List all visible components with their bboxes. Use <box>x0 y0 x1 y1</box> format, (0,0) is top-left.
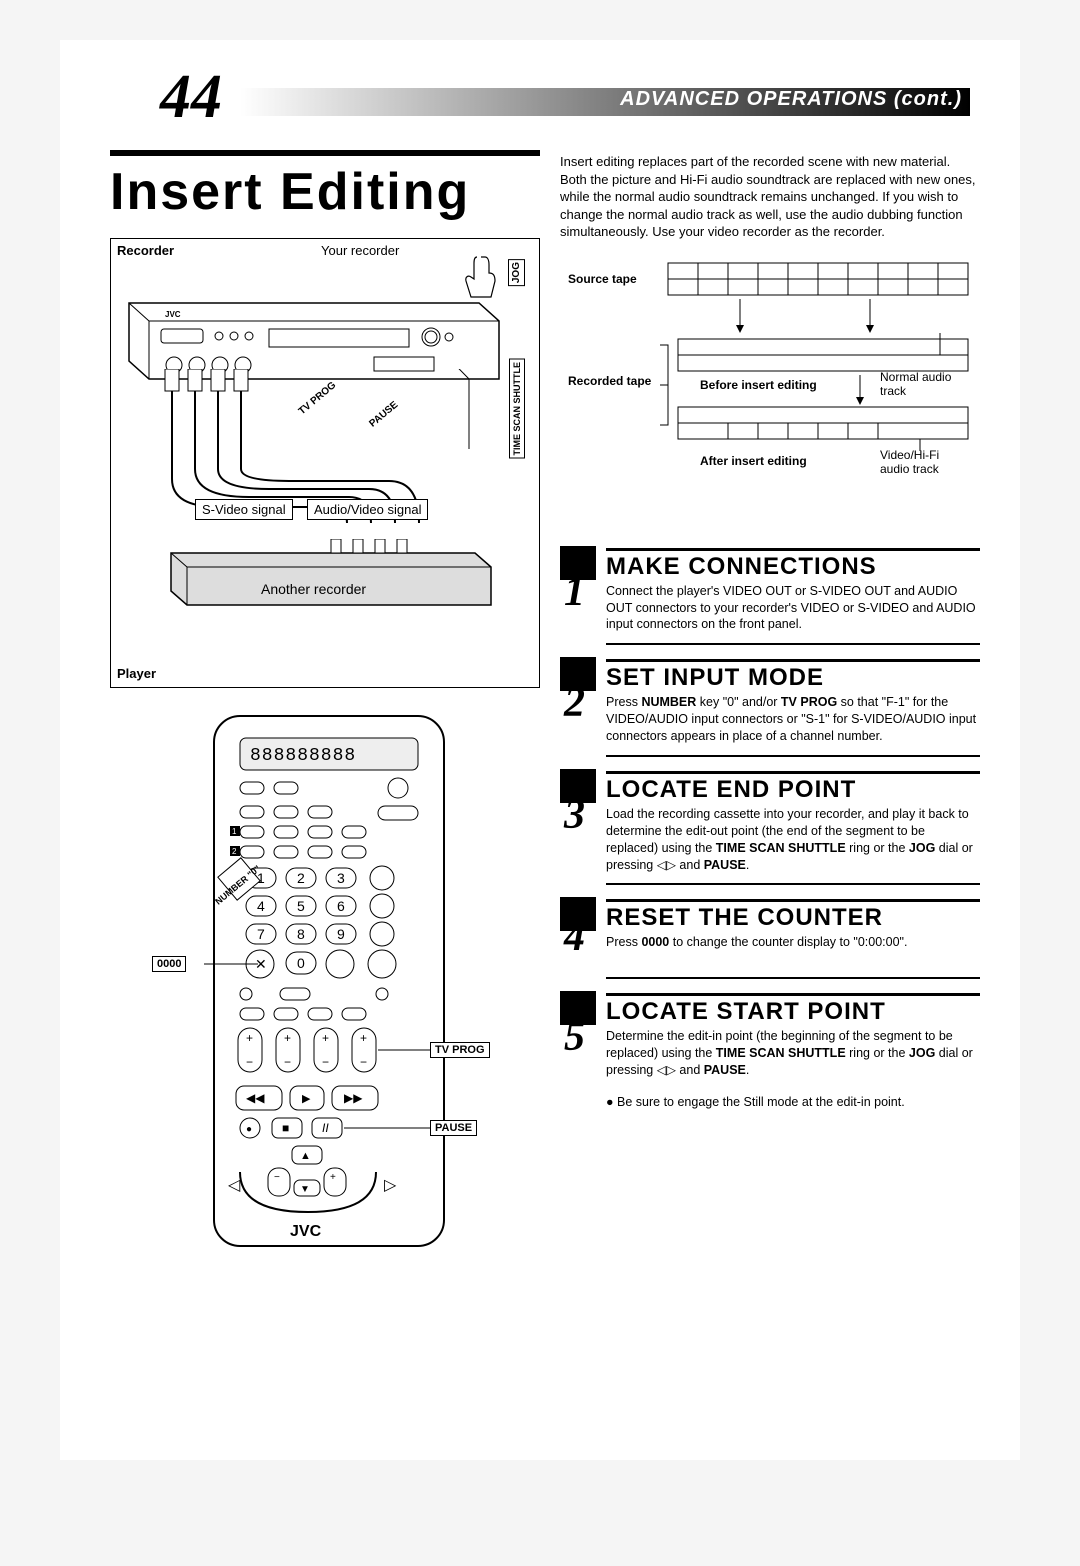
another-recorder-label: Another recorder <box>261 581 366 597</box>
recorder-label: Recorder <box>117 243 174 258</box>
step-body: Connect the player's VIDEO OUT or S-VIDE… <box>606 583 980 646</box>
svg-text:5: 5 <box>297 898 305 914</box>
svg-text:+: + <box>322 1031 329 1045</box>
step-number: 1 <box>564 568 585 616</box>
svg-text:▷: ▷ <box>384 1177 397 1194</box>
remote-illustration: 888888888 1 2 <box>190 712 520 1252</box>
svg-text:JVC: JVC <box>165 310 181 319</box>
svg-text:+: + <box>360 1031 367 1045</box>
tape-diagram: Source tape Recorded tape <box>560 255 980 520</box>
player-label: Player <box>117 666 156 681</box>
svg-text:+: + <box>330 1172 336 1183</box>
svg-text:0: 0 <box>297 955 305 971</box>
svg-text:7: 7 <box>257 926 265 942</box>
remote-pause-callout: PAUSE <box>430 1120 477 1136</box>
svg-text:−: − <box>246 1055 253 1069</box>
svg-text:●: ● <box>246 1124 252 1135</box>
svg-text:After insert editing: After insert editing <box>700 454 807 468</box>
svideo-label: S-Video signal <box>195 499 293 520</box>
svg-text:−: − <box>360 1055 367 1069</box>
remote-tvprog-callout: TV PROG <box>430 1042 490 1058</box>
source-tape-label: Source tape <box>568 272 637 286</box>
step-3: 3 LOCATE END POINT Load the recording ca… <box>606 771 980 886</box>
svg-text:3: 3 <box>337 870 345 886</box>
svg-text:8: 8 <box>297 926 305 942</box>
svg-text:▶: ▶ <box>302 1093 311 1105</box>
svg-text:▼: ▼ <box>300 1184 310 1195</box>
svg-text:4: 4 <box>257 898 265 914</box>
header-title: ADVANCED OPERATIONS (cont.) <box>620 88 962 111</box>
svg-text:▶▶: ▶▶ <box>344 1091 363 1105</box>
main-title: Insert Editing <box>110 162 540 222</box>
svg-text:2: 2 <box>232 847 237 856</box>
svg-text:▲: ▲ <box>300 1150 311 1162</box>
svg-text:−: − <box>274 1172 280 1183</box>
remote-0000-callout: 0000 <box>152 956 186 972</box>
svg-text:JVC: JVC <box>290 1223 322 1240</box>
intro-text: Insert editing replaces part of the reco… <box>560 153 980 241</box>
svg-text:◁: ◁ <box>228 1177 241 1194</box>
your-recorder-label: Your recorder <box>321 243 399 258</box>
step-4: 4 RESET THE COUNTER Press 0000 to change… <box>606 899 980 979</box>
svg-text:+: + <box>284 1031 291 1045</box>
jog-label: JOG <box>508 259 525 286</box>
step-title: MAKE CONNECTIONS <box>606 548 980 581</box>
another-recorder-illustration <box>165 539 505 619</box>
svg-text:2: 2 <box>297 870 305 886</box>
svg-text:track: track <box>880 384 907 398</box>
step-bullet: ● Be sure to engage the Still mode at th… <box>606 1095 980 1109</box>
svg-text:audio track: audio track <box>880 462 940 476</box>
step-2: 2 SET INPUT MODE Press NUMBER key "0" an… <box>606 659 980 757</box>
svg-text:Recorded tape: Recorded tape <box>568 374 652 388</box>
svg-text:1: 1 <box>232 827 237 836</box>
svg-text:888888888: 888888888 <box>250 746 356 766</box>
svg-text:■: ■ <box>282 1121 289 1135</box>
svg-text:Before insert editing: Before insert editing <box>700 378 817 392</box>
av-label: Audio/Video signal <box>307 499 428 520</box>
svg-text:Normal audio: Normal audio <box>880 370 952 384</box>
svg-text:9: 9 <box>337 926 345 942</box>
step-5: 5 LOCATE START POINT Determine the edit-… <box>606 993 980 1109</box>
hand-icon <box>457 253 507 303</box>
svg-text:6: 6 <box>337 898 345 914</box>
title-rule <box>110 150 540 156</box>
svg-text:◀◀: ◀◀ <box>246 1091 265 1105</box>
step-1: 1 MAKE CONNECTIONS Connect the player's … <box>606 548 980 646</box>
page-number: 44 <box>160 62 222 133</box>
svg-text:−: − <box>322 1055 329 1069</box>
svg-text:II: II <box>322 1121 329 1135</box>
svg-text:+: + <box>246 1031 253 1045</box>
svg-text:Video/Hi-Fi: Video/Hi-Fi <box>880 448 939 462</box>
svg-text:−: − <box>284 1055 291 1069</box>
remote-diagram: 888888888 1 2 <box>110 712 540 1252</box>
connection-diagram: Recorder Your recorder <box>110 238 540 688</box>
